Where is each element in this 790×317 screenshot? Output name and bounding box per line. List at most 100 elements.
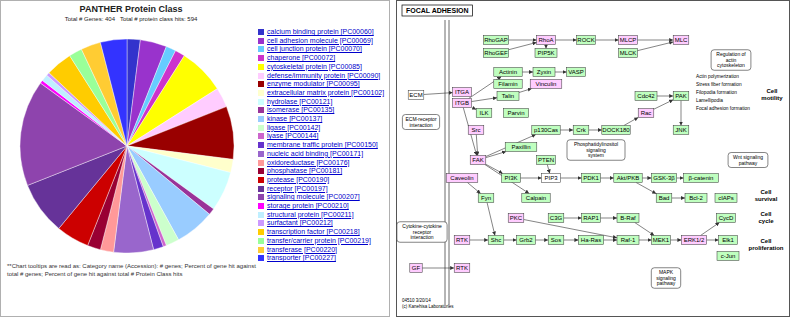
- html-text:protease [PC00190]: protease [PC00190]: [267, 175, 330, 183]
- svg-text:Akt/PKB: Akt/PKB: [617, 175, 639, 181]
- svg-text:cytoskeleton: cytoskeleton: [717, 62, 745, 68]
- svg-text:pathway: pathway: [739, 160, 758, 166]
- svg-text:system: system: [588, 152, 604, 158]
- svg-text:FOCAL ADHESION: FOCAL ADHESION: [406, 7, 469, 14]
- svg-text:Crk: Crk: [576, 127, 586, 133]
- svg-text:Elk1: Elk1: [722, 237, 734, 243]
- svg-text:MLCP: MLCP: [620, 37, 637, 43]
- svg-text:FAK: FAK: [472, 157, 483, 163]
- svg-text:JNK: JNK: [675, 127, 686, 133]
- svg-text:pathway: pathway: [657, 280, 676, 286]
- svg-text:motility: motility: [761, 95, 783, 101]
- html-text:chaperone [PC00072]: chaperone [PC00072]: [267, 54, 336, 62]
- html-text:defense/immunity protein [PC00: defense/immunity protein [PC00090]: [267, 71, 381, 79]
- svg-text:Bcl-2: Bcl-2: [689, 195, 703, 201]
- svg-text:PIP3: PIP3: [544, 175, 558, 181]
- svg-text:interaction: interaction: [410, 234, 433, 240]
- svg-text:Raf-1: Raf-1: [621, 237, 636, 243]
- svg-text:PIP5K: PIP5K: [537, 50, 554, 56]
- svg-text:Cell: Cell: [760, 238, 771, 244]
- svg-text:DOCK180: DOCK180: [602, 127, 630, 133]
- svg-text:Ha-Ras: Ha-Ras: [581, 237, 601, 243]
- svg-text:RTK: RTK: [456, 265, 468, 271]
- svg-text:MLCK: MLCK: [620, 50, 637, 56]
- svg-text:p130Cas: p130Cas: [534, 127, 558, 133]
- html-text:hydrolase [PC00121]: hydrolase [PC00121]: [267, 97, 333, 105]
- svg-text:Calpain: Calpain: [526, 195, 546, 201]
- svg-text:Talin: Talin: [502, 93, 514, 99]
- svg-text:RhoGAP: RhoGAP: [484, 37, 508, 43]
- svg-text:CycD: CycD: [719, 215, 734, 221]
- svg-text:ILK: ILK: [479, 110, 488, 116]
- html-text:oxidoreductase [PC00176]: oxidoreductase [PC00176]: [267, 158, 350, 166]
- svg-text:Grb2: Grb2: [519, 237, 533, 243]
- svg-text:PTEN: PTEN: [538, 157, 554, 163]
- svg-text:ROCK: ROCK: [577, 37, 594, 43]
- svg-text:ITGA: ITGA: [455, 89, 469, 95]
- svg-text:Fyn: Fyn: [481, 195, 491, 201]
- svg-text:RhoGEF: RhoGEF: [484, 50, 508, 56]
- svg-text:survival: survival: [755, 196, 778, 202]
- svg-text:(c) Kanehisa Laboratories: (c) Kanehisa Laboratories: [402, 304, 454, 309]
- svg-text:RTK: RTK: [456, 237, 468, 243]
- svg-text:Src: Src: [472, 127, 481, 133]
- svg-text:Filamin: Filamin: [498, 81, 517, 87]
- svg-text:Cdc42: Cdc42: [637, 93, 655, 99]
- svg-text:Cell: Cell: [760, 189, 771, 195]
- svg-text:Actinin: Actinin: [499, 69, 517, 75]
- svg-text:PI3K: PI3K: [504, 175, 517, 181]
- svg-text:interaction: interaction: [409, 122, 432, 128]
- svg-text:Shc: Shc: [491, 237, 501, 243]
- svg-text:PDK1: PDK1: [583, 175, 599, 181]
- html-text:cytoskeletal protein [PC00085]: cytoskeletal protein [PC00085]: [267, 62, 362, 70]
- html-text:cell adhesion molecule [PC0006: cell adhesion molecule [PC00069]: [267, 36, 373, 44]
- html-text:extracellular matrix protein [: extracellular matrix protein [PC00102]: [267, 88, 385, 96]
- svg-text:PAK: PAK: [675, 93, 687, 99]
- svg-text:04510 3/20/14: 04510 3/20/14: [402, 298, 431, 303]
- svg-text:Parvin: Parvin: [507, 110, 524, 116]
- svg-text:β-catenin: β-catenin: [689, 175, 714, 181]
- svg-text:PKC: PKC: [510, 215, 523, 221]
- html-text:ligase [PC00142]: ligase [PC00142]: [267, 123, 321, 131]
- html-text:phosphatase [PC00181]: phosphatase [PC00181]: [267, 167, 343, 175]
- svg-text:Cell: Cell: [766, 88, 777, 94]
- svg-text:cIAPs: cIAPs: [718, 195, 734, 201]
- svg-text:proliferation: proliferation: [748, 245, 783, 251]
- svg-text:MLC: MLC: [675, 37, 688, 43]
- html-text:nucleic acid binding [PC00171]: nucleic acid binding [PC00171]: [267, 149, 364, 157]
- html-text:enzyme modulator [PC00095]: enzyme modulator [PC00095]: [267, 80, 360, 88]
- svg-text:Focal adhesion formation: Focal adhesion formation: [696, 106, 750, 111]
- svg-text:RhoA: RhoA: [538, 37, 553, 43]
- svg-text:Sos: Sos: [551, 237, 561, 243]
- svg-text:GF: GF: [412, 265, 421, 271]
- html-text:membrane traffic protein [PC00: membrane traffic protein [PC00150]: [267, 141, 378, 149]
- html-text:isomerase [PC00135]: isomerase [PC00135]: [267, 106, 335, 114]
- svg-text:c-Jun: c-Jun: [721, 253, 736, 259]
- html-text:**Chart tooltips are read as:: **Chart tooltips are read as: Category n…: [7, 263, 256, 277]
- svg-text:C3G: C3G: [550, 215, 563, 221]
- svg-text:Bad: Bad: [659, 195, 670, 201]
- svg-text:ITGB: ITGB: [455, 100, 469, 106]
- svg-text:Zyxin: Zyxin: [537, 69, 551, 75]
- svg-text:VASP: VASP: [568, 69, 584, 75]
- svg-text:ECM: ECM: [409, 92, 422, 98]
- svg-text:Filopodia formation: Filopodia formation: [696, 90, 737, 95]
- svg-text:Rac: Rac: [641, 110, 652, 116]
- html-text:PANTHER Protein Class: PANTHER Protein Class: [79, 4, 183, 14]
- html-text:lyase [PC00144]: lyase [PC00144]: [267, 132, 319, 140]
- svg-text:B-Raf: B-Raf: [620, 215, 636, 221]
- svg-text:Paxillin: Paxillin: [511, 144, 530, 150]
- svg-text:Vinculin: Vinculin: [536, 81, 557, 87]
- svg-text:Actin polymerization: Actin polymerization: [696, 74, 739, 79]
- svg-text:ERK1/2: ERK1/2: [684, 237, 705, 243]
- svg-text:Stress fiber formation: Stress fiber formation: [696, 82, 742, 87]
- svg-text:Cell: Cell: [760, 211, 771, 217]
- svg-text:MEK1: MEK1: [653, 237, 670, 243]
- html-text:cell junction protein [PC00070: cell junction protein [PC00070]: [267, 45, 362, 53]
- svg-text:cycle: cycle: [758, 218, 774, 224]
- svg-text:RAP1: RAP1: [583, 215, 599, 221]
- svg-text:Caveolin: Caveolin: [450, 175, 473, 181]
- html-text:receptor [PC00197]: receptor [PC00197]: [267, 184, 328, 192]
- svg-text:Lamellipodia: Lamellipodia: [696, 98, 723, 103]
- svg-text:GSK-3β: GSK-3β: [653, 175, 675, 181]
